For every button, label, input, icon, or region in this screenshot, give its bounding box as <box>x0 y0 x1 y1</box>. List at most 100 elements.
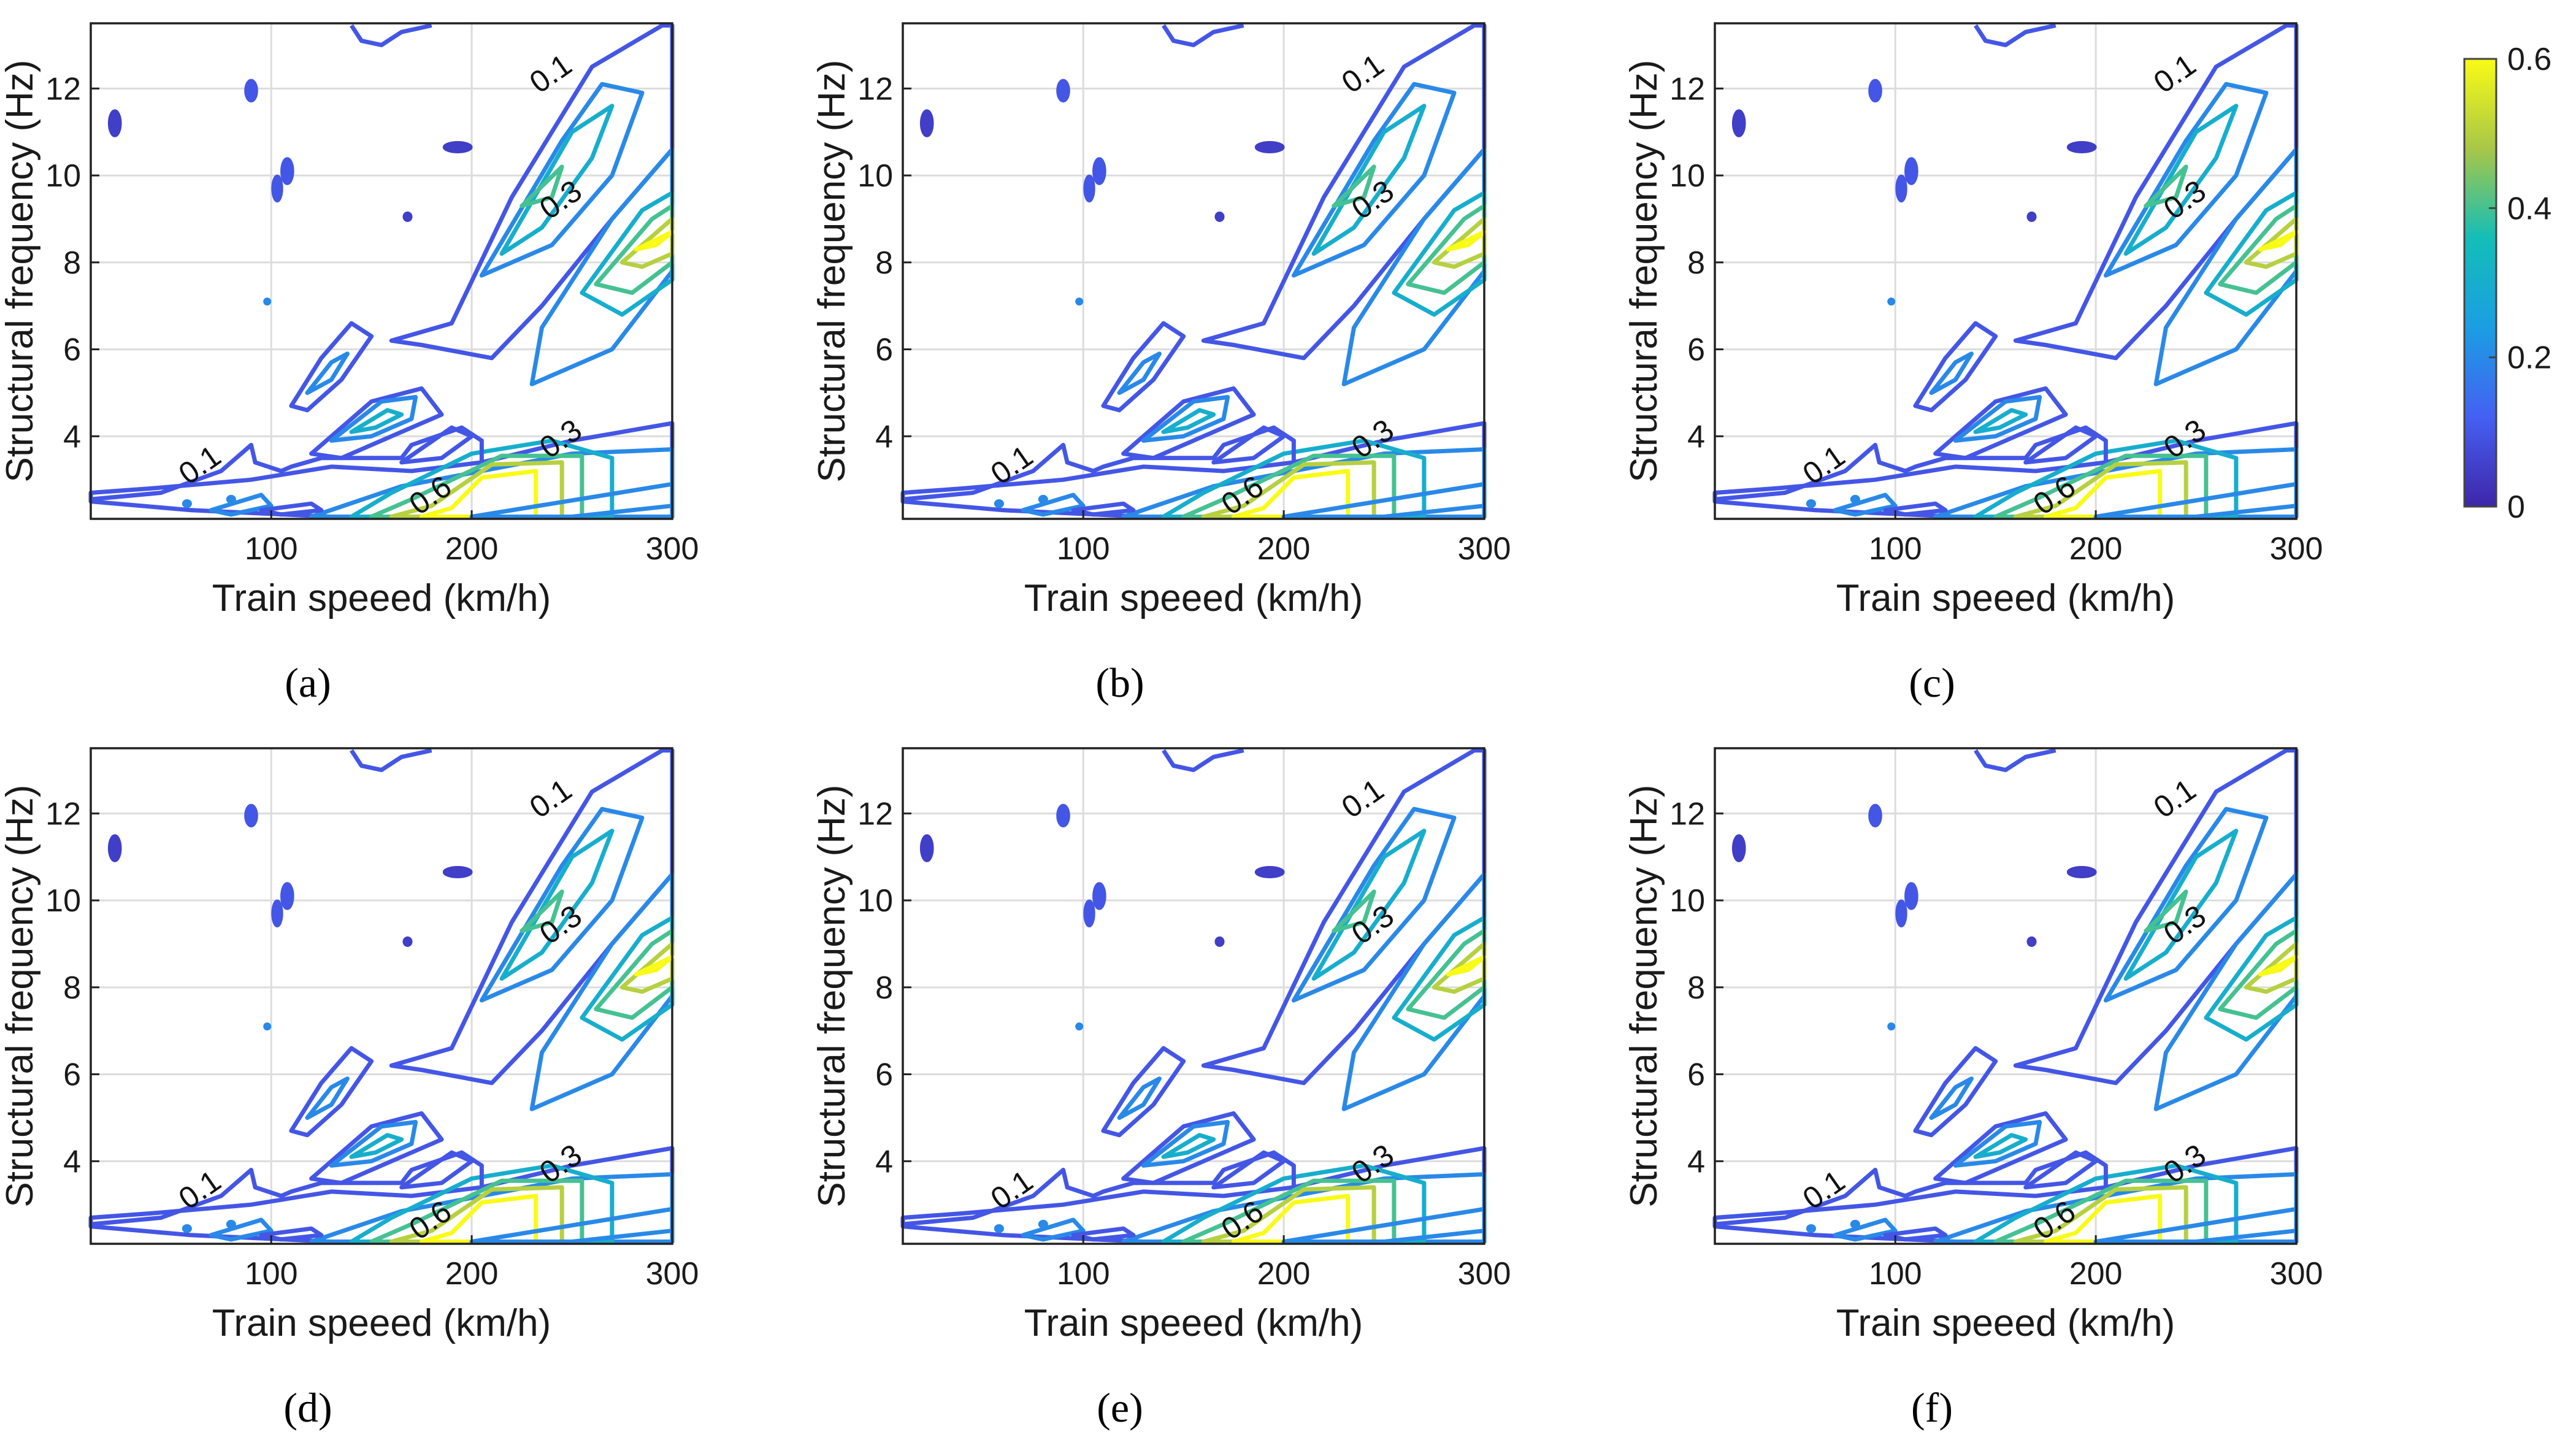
contour-island <box>107 109 122 137</box>
contour-right-ridge-level-0.6 <box>1446 954 1487 977</box>
contour-island <box>1887 1022 1896 1031</box>
axes-box <box>90 747 673 1245</box>
contour-low-left-level-0.1 <box>259 1226 324 1242</box>
y-tick-label: 8 <box>1687 970 1705 1006</box>
contour-island <box>1731 109 1746 137</box>
axes-box <box>1714 22 2298 520</box>
contour-upper-ridge-level-0.2 <box>479 807 645 1003</box>
contour-island <box>1075 297 1084 306</box>
contour-top-edge-line <box>1162 23 1244 47</box>
y-tick-label: 12 <box>857 71 893 107</box>
x-tick-label: 100 <box>245 531 298 567</box>
panel-label: (a) <box>285 659 331 706</box>
y-axis-label: Structural frequency (Hz) <box>1623 59 1665 482</box>
contour-top-edge-line <box>1974 748 2056 772</box>
contour-island <box>1254 140 1285 154</box>
contour-upper-ridge-level-0.3 <box>499 829 615 981</box>
contour-main-ridge-level-0.3 <box>1161 1163 1427 1244</box>
contour-top-blob-level-0.1 <box>289 321 374 413</box>
x-tick-label: 200 <box>445 1256 499 1292</box>
contour-island <box>1056 803 1070 828</box>
contour-island <box>1806 499 1816 508</box>
y-tick-label: 4 <box>875 1144 893 1179</box>
contour-top-blob-level-0.2 <box>1117 351 1162 395</box>
contour-low-left-level-0.1 <box>1883 1226 1948 1242</box>
y-tick-label: 8 <box>1687 245 1705 281</box>
contour-island <box>244 803 258 828</box>
contour-island <box>226 1219 236 1229</box>
contour-island <box>1731 834 1746 862</box>
contour-island <box>402 211 413 222</box>
contour-upper-ridge-level-0.3 <box>1311 829 1427 981</box>
x-tick-label: 300 <box>2270 531 2323 567</box>
contour-upper-ridge-level-0.4 <box>519 889 564 933</box>
plot-area <box>91 23 672 519</box>
y-tick-label: 12 <box>1669 71 1705 107</box>
contour-island <box>1214 211 1225 222</box>
x-tick-label: 100 <box>245 1256 298 1292</box>
contour-low-left-level-0.2 <box>1021 492 1086 517</box>
x-tick-label: 200 <box>1257 531 1311 567</box>
contour-left-line <box>90 425 484 502</box>
y-tick-label: 6 <box>875 332 893 368</box>
contour-island <box>244 79 258 103</box>
contour-upper-ridge-level-0.4 <box>1332 164 1376 209</box>
contour-right-ridge-level-0.6 <box>634 954 675 977</box>
contour-island <box>919 834 934 862</box>
contour-island <box>107 834 122 862</box>
contour-island <box>994 1224 1004 1233</box>
contour-top-blob-level-0.2 <box>1929 351 1974 395</box>
contour-island <box>919 109 934 137</box>
x-axis-label: Train speeed (km/h) <box>212 577 551 619</box>
contour-island <box>1904 157 1918 185</box>
y-tick-label: 6 <box>63 332 81 368</box>
contour-top-edge-line <box>350 748 432 772</box>
contour-mid-blob-level-0.2 <box>1953 395 2042 443</box>
y-tick-label: 6 <box>1687 1057 1705 1093</box>
contour-mid-blob-level-0.2 <box>329 1120 418 1168</box>
x-tick-label: 200 <box>2069 531 2123 567</box>
contour-main-ridge-level-0.3 <box>1161 438 1427 519</box>
contour-mid-blob-level-0.3 <box>1973 1133 2028 1159</box>
x-axis-label: Train speeed (km/h) <box>1836 577 2175 619</box>
contour-lines <box>900 23 1487 519</box>
contour-right-ridge-level-0.6 <box>1446 229 1487 252</box>
contour-island <box>271 174 283 203</box>
y-tick-label: 4 <box>63 1144 81 1179</box>
contour-left-line <box>90 1150 484 1227</box>
panel-label: (e) <box>1097 1384 1143 1431</box>
y-axis-label: Structural frequency (Hz) <box>0 784 41 1207</box>
contour-island <box>271 899 283 928</box>
contour-low-left-level-0.1 <box>1071 1226 1136 1242</box>
contour-main-ridge-level-0.3 <box>1973 1163 2239 1244</box>
y-tick-label: 6 <box>875 1057 893 1093</box>
contour-island <box>442 140 473 154</box>
y-tick-label: 8 <box>875 245 893 281</box>
colorbar: 0 0.2 0.4 0.6 <box>2463 42 2551 525</box>
contour-island <box>1083 174 1095 203</box>
contour-island <box>1895 899 1907 928</box>
x-tick-label: 200 <box>1257 1256 1311 1292</box>
colorbar-tick-label: 0.4 <box>2507 191 2551 226</box>
axes-box <box>902 747 1485 1245</box>
contour-island <box>1092 157 1106 185</box>
contour-island <box>1868 803 1882 828</box>
contour-upper-ridge-level-0.3 <box>2123 104 2239 256</box>
contour-island <box>280 157 294 185</box>
x-axis-label: Train speeed (km/h) <box>1024 577 1363 619</box>
contour-mid-blob-level-0.2 <box>1141 1120 1230 1168</box>
contour-top-blob-level-0.2 <box>1117 1076 1162 1120</box>
contour-island <box>1806 1224 1816 1233</box>
y-tick-label: 10 <box>45 883 81 919</box>
contour-island <box>280 882 294 910</box>
contour-island <box>1868 79 1882 103</box>
contour-right-ridge-level-0.6 <box>2258 229 2299 252</box>
contour-mid-blob-level-0.3 <box>1161 408 1216 434</box>
contour-top-edge-line <box>1974 23 2056 47</box>
y-axis-label: Structural frequency (Hz) <box>0 59 41 482</box>
contour-low-left-level-0.1 <box>259 501 324 517</box>
